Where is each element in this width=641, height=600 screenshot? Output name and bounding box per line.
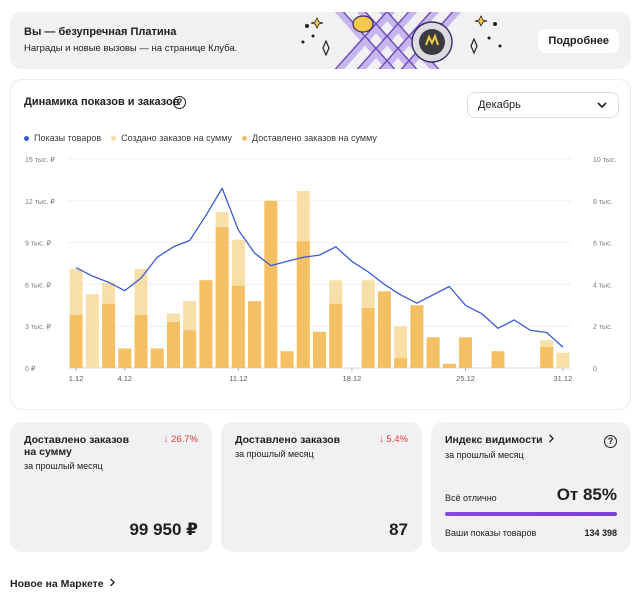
visibility-status: Всё отлично <box>445 493 497 503</box>
bar-delivered <box>248 301 262 368</box>
legend-dot <box>24 135 29 141</box>
market-news-link[interactable]: Новое на Маркете <box>10 578 116 590</box>
bar-created <box>394 326 408 368</box>
y-left-tick-label: 9 тыс. ₽ <box>25 240 51 248</box>
bar-delivered <box>150 348 164 368</box>
club-banner[interactable]: Вы — безупречная Платина Награды и новые… <box>10 12 631 69</box>
bar-delivered <box>215 227 229 368</box>
visibility-value: От 85% <box>556 485 617 504</box>
bar-delivered <box>540 347 554 368</box>
bar-delivered <box>361 308 375 368</box>
legend-label: Показы товаров <box>34 133 102 143</box>
chevron-down-icon <box>597 102 607 109</box>
y-left-tick-label: 15 тыс. ₽ <box>25 156 55 164</box>
chevron-right-icon <box>548 434 554 443</box>
chevron-right-icon <box>109 578 115 587</box>
shows-value: 134 398 <box>584 528 617 538</box>
bar-delivered <box>69 315 83 368</box>
x-tick-label: 11.12 <box>229 374 247 383</box>
metric-value: 99 950 ₽ <box>129 520 198 539</box>
metric-title: Доставлено заказов на сумму <box>24 434 130 458</box>
legend-item-created[interactable]: Создано заказов на сумму <box>111 133 232 143</box>
bar-delivered <box>394 358 408 368</box>
bar-delivered <box>199 280 213 368</box>
y-left-tick-label: 12 тыс. ₽ <box>25 198 55 206</box>
y-left-tick-label: 3 тыс. ₽ <box>25 323 51 331</box>
legend-label: Доставлено заказов на сумму <box>252 133 377 143</box>
x-tick-label: 1.12 <box>69 374 84 383</box>
shows-orders-chart-card: Динамика показов и заказов ? Декабрь Пок… <box>10 79 631 410</box>
x-tick-label: 18.12 <box>343 374 362 383</box>
bar-delivered <box>280 351 294 368</box>
x-tick-label: 4.12 <box>117 374 132 383</box>
bar-delivered <box>426 337 440 368</box>
bar-delivered <box>377 291 391 368</box>
chart-legend: Показы товаров Создано заказов на сумму … <box>24 133 377 143</box>
metric-delta: ↓ 26.7% <box>163 434 198 445</box>
legend-dot <box>111 135 117 141</box>
banner-title: Вы — безупречная Платина <box>24 26 177 38</box>
metric-subtitle: за прошлый месяц <box>24 461 103 471</box>
visibility-title[interactable]: Индекс видимости <box>445 434 555 446</box>
month-select[interactable]: Декабрь <box>467 92 619 118</box>
y-right-tick-label: 4 тыс. <box>593 282 613 289</box>
shows-line <box>75 187 564 348</box>
metric-title: Доставлено заказов <box>235 434 341 446</box>
visibility-progress-bar <box>445 512 617 516</box>
combo-chart: 0 ₽ 3 тыс. ₽ 6 тыс. ₽ 9 тыс. ₽ 12 тыс. ₽ 15 т… <box>25 156 616 383</box>
metric-value: 87 <box>389 520 408 539</box>
metric-subtitle: за прошлый месяц <box>445 450 524 460</box>
bar-delivered <box>410 305 424 368</box>
metric-card-visibility-index[interactable]: Индекс видимости ? за прошлый месяц Всё … <box>431 422 631 552</box>
y-left-tick-label: 6 тыс. ₽ <box>25 281 51 289</box>
market-news-label: Новое на Маркете <box>10 578 104 590</box>
banner-subtitle: Награды и новые вызовы — на странице Клу… <box>24 43 238 54</box>
x-tick-label: 25.12 <box>456 374 475 383</box>
bar-delivered <box>296 241 310 368</box>
month-select-value: Декабрь <box>478 99 521 111</box>
metric-subtitle: за прошлый месяц <box>235 449 314 459</box>
bar-delivered <box>118 348 132 368</box>
bar-delivered <box>102 303 116 368</box>
metric-card-delivered-sum[interactable]: Доставлено заказов на сумму за прошлый м… <box>10 422 212 552</box>
bar-delivered <box>183 330 197 368</box>
bar-delivered <box>166 322 180 368</box>
bar-delivered <box>442 363 456 368</box>
metric-delta: ↓ 5.4% <box>378 434 408 445</box>
y-right-tick-label: 0 <box>593 366 597 373</box>
bar-delivered <box>459 337 473 368</box>
y-right-tick-label: 8 тыс. <box>593 199 613 206</box>
metric-card-delivered-count[interactable]: Доставлено заказов за прошлый месяц ↓ 5.… <box>221 422 422 552</box>
y-right-tick-label: 2 тыс. <box>593 324 613 331</box>
x-tick-label: 31.12 <box>553 374 572 383</box>
legend-item-delivered[interactable]: Доставлено заказов на сумму <box>242 133 377 143</box>
bar-delivered <box>264 200 278 368</box>
legend-label: Создано заказов на сумму <box>121 133 233 143</box>
bar-delivered <box>313 331 326 368</box>
bar-created <box>85 294 99 368</box>
y-left-tick-label: 0 ₽ <box>25 365 36 373</box>
help-icon[interactable]: ? <box>173 96 186 109</box>
platinum-badge-illustration <box>301 12 502 69</box>
bar-delivered <box>231 285 245 368</box>
legend-dot <box>242 135 248 141</box>
bar-delivered <box>134 315 148 368</box>
legend-item-shows[interactable]: Показы товаров <box>24 133 101 143</box>
help-icon[interactable]: ? <box>604 435 617 448</box>
shows-label: Ваши показы товаров <box>445 528 537 538</box>
details-button[interactable]: Подробнее <box>538 29 619 53</box>
bar-delivered <box>491 351 505 368</box>
bar-delivered <box>329 303 343 368</box>
y-right-tick-label: 6 тыс. <box>593 241 613 248</box>
visibility-title-text: Индекс видимости <box>445 434 543 446</box>
chart-title: Динамика показов и заказов <box>24 96 180 108</box>
y-right-tick-label: 10 тыс. <box>593 157 616 164</box>
bar-created <box>556 352 570 368</box>
